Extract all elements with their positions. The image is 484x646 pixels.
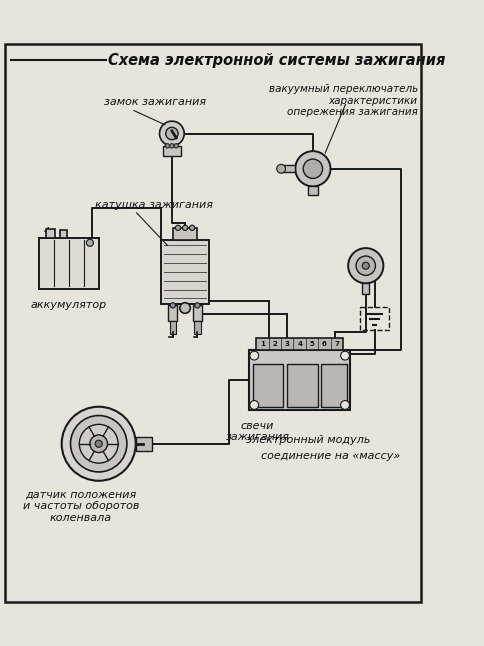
Text: свечи
зажигания: свечи зажигания (226, 421, 289, 443)
Circle shape (250, 401, 258, 410)
Circle shape (71, 415, 127, 472)
Text: +: + (42, 225, 53, 238)
Circle shape (180, 303, 190, 313)
Circle shape (295, 151, 331, 187)
Circle shape (362, 262, 369, 269)
Circle shape (341, 401, 349, 410)
Circle shape (195, 303, 200, 308)
Circle shape (170, 303, 175, 308)
Text: 1: 1 (260, 341, 265, 347)
Text: 2: 2 (272, 341, 277, 347)
Circle shape (277, 164, 286, 173)
Bar (170, 321, 176, 333)
Bar (168, 306, 177, 321)
Bar (193, 306, 202, 321)
Circle shape (190, 225, 195, 231)
Text: датчик положения
и частоты оборотов
коленвала: датчик положения и частоты оборотов коле… (23, 490, 139, 523)
Text: соединение на «массу»: соединение на «массу» (261, 451, 400, 461)
Circle shape (86, 239, 93, 246)
Bar (136, 437, 151, 451)
Bar (281, 165, 295, 172)
Circle shape (174, 143, 179, 148)
Text: катушка зажигания: катушка зажигания (95, 200, 213, 210)
Circle shape (170, 143, 174, 148)
Bar (195, 321, 200, 333)
Circle shape (165, 143, 170, 148)
Text: электронный модуль: электронный модуль (246, 435, 371, 445)
Circle shape (175, 225, 181, 231)
Text: 6: 6 (322, 341, 327, 347)
Bar (39, 238, 99, 289)
Bar (161, 240, 209, 304)
Circle shape (250, 351, 258, 360)
Text: аккумулятор: аккумулятор (30, 300, 107, 310)
Bar (249, 350, 350, 410)
Circle shape (348, 248, 383, 284)
Bar (308, 187, 318, 195)
Circle shape (61, 407, 136, 481)
Circle shape (341, 351, 349, 360)
Bar (60, 231, 67, 238)
Circle shape (356, 256, 376, 275)
Bar (253, 364, 283, 407)
Text: −: − (57, 227, 68, 240)
Bar (46, 229, 55, 238)
Circle shape (95, 440, 102, 447)
Bar (362, 284, 369, 294)
Circle shape (166, 127, 178, 140)
Circle shape (303, 159, 322, 178)
Text: Схема электронной системы зажигания: Схема электронной системы зажигания (107, 53, 445, 68)
Text: 4: 4 (297, 341, 302, 347)
Circle shape (79, 424, 118, 463)
Bar (163, 146, 181, 156)
Bar (287, 364, 318, 407)
Bar (321, 364, 347, 407)
Bar (361, 307, 389, 330)
Circle shape (160, 121, 184, 146)
Bar (173, 228, 197, 240)
Text: замок зажигания: замок зажигания (104, 97, 206, 107)
Text: 5: 5 (310, 341, 315, 347)
Circle shape (90, 435, 107, 453)
Bar (257, 338, 343, 350)
Text: 7: 7 (334, 341, 339, 347)
Text: вакуумный переключатель
характеристики
опережения зажигания: вакуумный переключатель характеристики о… (269, 84, 418, 118)
Circle shape (182, 225, 188, 231)
Text: 3: 3 (285, 341, 290, 347)
